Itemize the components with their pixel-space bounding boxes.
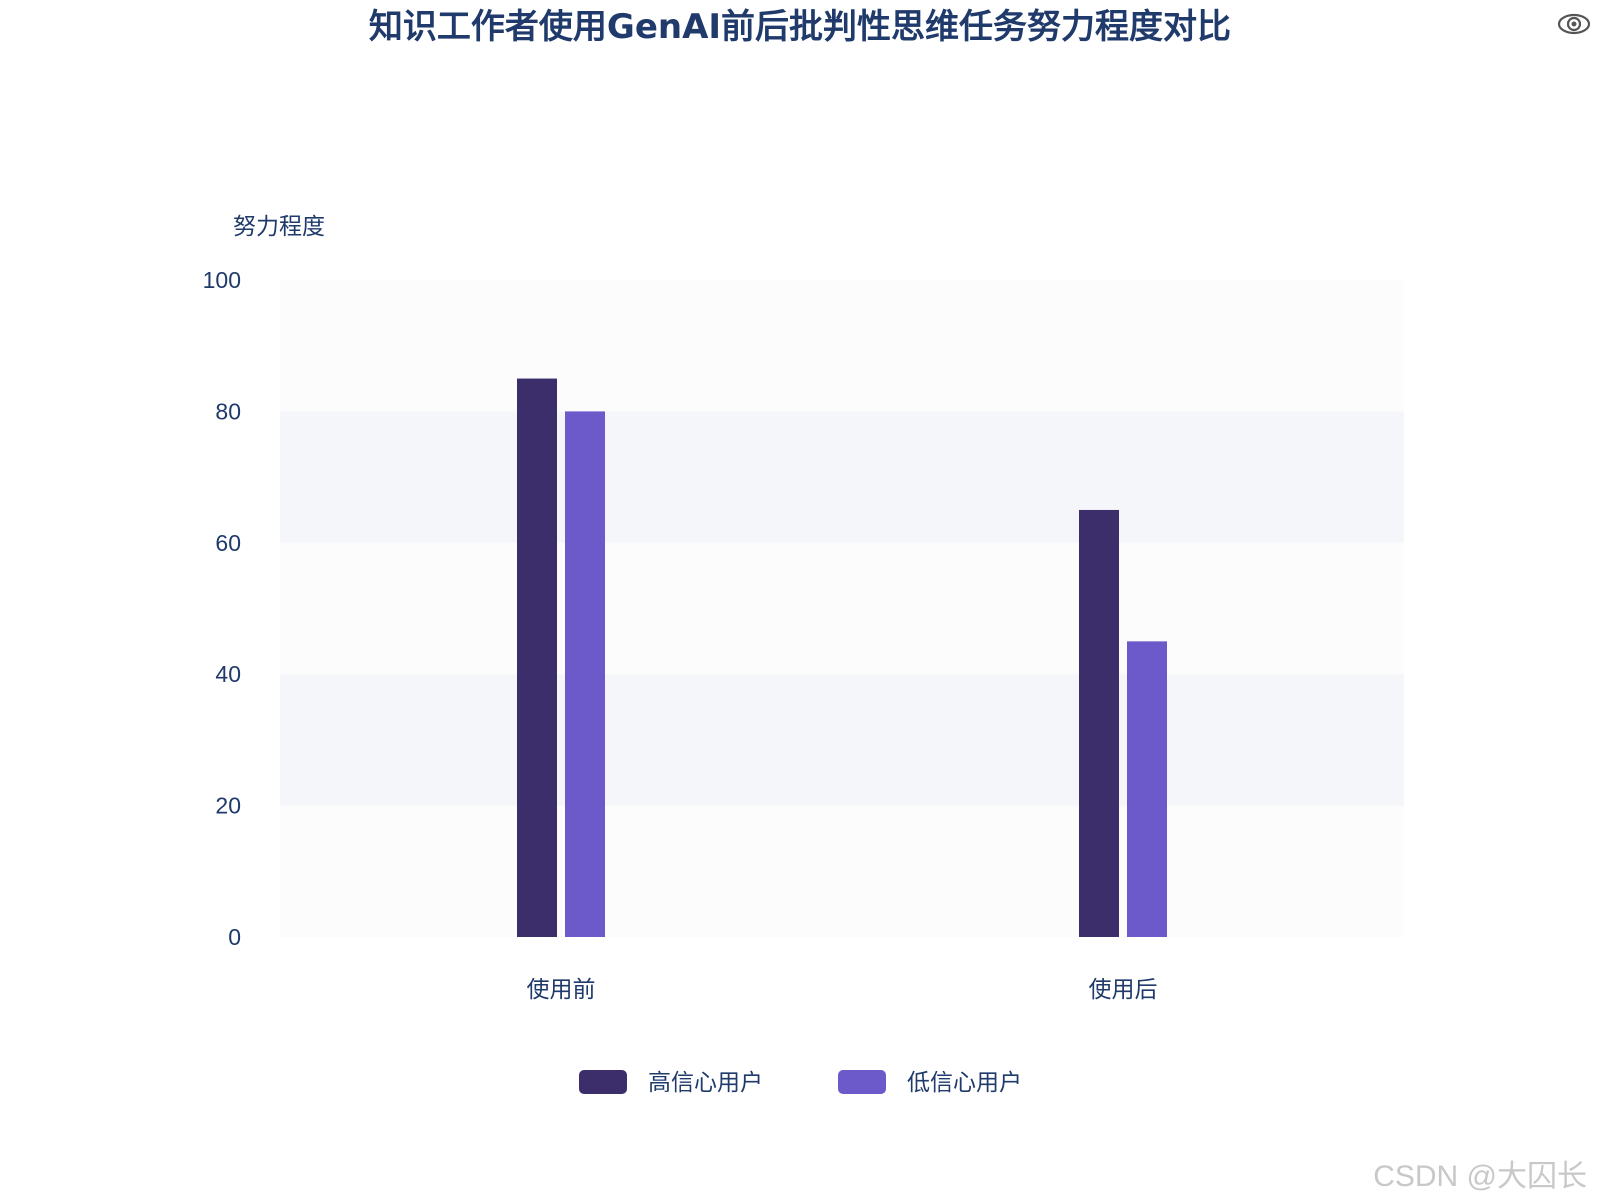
grid-band xyxy=(280,280,1404,412)
legend-label[interactable]: 高信心用户 xyxy=(648,1070,763,1096)
x-tick-label: 使用前 xyxy=(527,977,596,1003)
y-tick-label: 60 xyxy=(215,530,241,556)
legend-swatch[interactable] xyxy=(838,1070,886,1094)
bar xyxy=(517,378,557,937)
grid-band xyxy=(280,805,1404,937)
y-axis-ticks: 0 20 40 60 80 100 xyxy=(203,267,241,950)
legend-swatch[interactable] xyxy=(579,1070,627,1094)
eye-icon[interactable] xyxy=(1557,13,1591,35)
y-tick-label: 40 xyxy=(215,661,241,687)
chart-title: 知识工作者使用GenAI前后批判性思维任务努力程度对比 xyxy=(369,7,1231,47)
grid-band xyxy=(280,411,1404,543)
y-tick-label: 100 xyxy=(203,267,241,293)
grid-band xyxy=(280,674,1404,806)
watermark: CSDN @大囚长 xyxy=(1373,1160,1587,1193)
legend: 高信心用户 低信心用户 xyxy=(579,1070,1022,1096)
legend-label[interactable]: 低信心用户 xyxy=(907,1070,1022,1096)
bar xyxy=(565,411,605,937)
y-tick-label: 20 xyxy=(215,793,241,819)
y-axis-title: 努力程度 xyxy=(233,214,325,240)
plot-background xyxy=(280,280,1404,937)
bar xyxy=(1127,641,1167,937)
x-tick-label: 使用后 xyxy=(1089,977,1158,1003)
bars xyxy=(517,378,1167,937)
bar xyxy=(1079,509,1119,937)
y-tick-label: 80 xyxy=(215,398,241,424)
y-tick-label: 0 xyxy=(228,924,241,950)
grid-band xyxy=(280,542,1404,675)
x-axis-ticks: 使用前 使用后 xyxy=(527,977,1158,1003)
